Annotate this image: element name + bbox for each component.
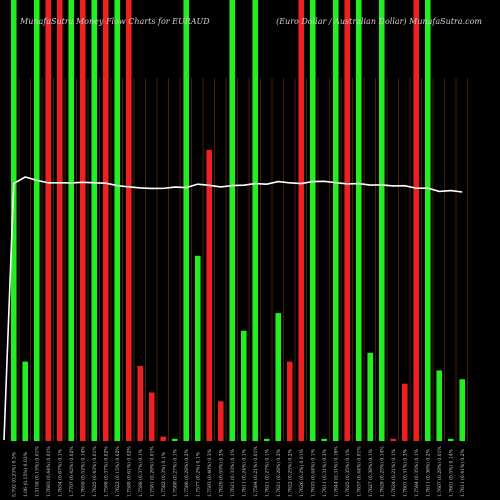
flow-bar [401, 383, 408, 441]
x-tick-label: 1.7625 (0.35%) 0.1% [344, 448, 351, 497]
flow-bar [33, 0, 40, 441]
x-tick-label: 1.7593 (0.40%) 0.3% [206, 448, 213, 497]
x-tick-label: 1.7683 (0.44%) 0.01% [45, 446, 52, 497]
flow-bar [298, 0, 305, 441]
flow-bar [10, 0, 17, 441]
x-tick-label: 1.7611 (0.24%) 0.1% [240, 448, 247, 497]
x-tick-label: 1.7621 (0.33%) 0.1% [229, 448, 236, 497]
flow-bar [286, 361, 293, 441]
chart-title: MunafaSutra Money Flow Charts for EURAUD [19, 17, 210, 26]
x-tick-label: 1.7584 (0.21%) 0.01% [252, 446, 259, 497]
flow-bar [390, 438, 397, 441]
flow-bar [79, 0, 86, 441]
flow-bar [321, 438, 328, 441]
x-tick-label: 1.7637 (0.44%) 0.01% [355, 446, 362, 497]
x-tick-label: 1.7633 (0.44%) 0.1% [309, 448, 316, 497]
x-tick-label: 1.7628 (0.25%) 0.14% [378, 446, 385, 497]
x-tick-label: 1.7581 (0.29%) 0.01% [148, 446, 155, 497]
x-tick-label: 1.7622 (0.25%) 0.2% [286, 448, 293, 497]
flow-bar [137, 366, 144, 441]
flow-bar [171, 438, 178, 441]
x-tick-label: 1.7601 (0.31%) 0.3% [401, 448, 408, 497]
x-tick-label: 1.7626 (0.2%) 0.01% [298, 448, 305, 497]
x-tick-label: 1.7588 (0.37%) 0.1% [137, 448, 144, 497]
x-tick-label: 1.7598 (0.37%) 0.02% [102, 446, 109, 497]
flow-bar [424, 0, 431, 441]
flow-bar [148, 392, 155, 441]
flow-bar [240, 330, 247, 441]
chart-subtitle: (Euro Dollar / Australian Dollar) Munafa… [276, 17, 482, 26]
x-tick-label: 1.7621 (0.27%) 0.1% [263, 448, 270, 497]
x-tick-label: 1.7584 (0.35%) 0.1% [413, 448, 420, 497]
x-tick-label: 1.7634 (0.67%) 0.1% [56, 448, 63, 497]
flow-bar [217, 401, 224, 441]
x-tick-label: 1.7611 (0.41%) 0.2% [459, 448, 466, 497]
flow-bar [263, 438, 270, 441]
x-tick-label: 1.7627 (0.38%) 0.1% [367, 448, 374, 497]
flow-bar [206, 149, 213, 441]
flow-bar [378, 0, 385, 441]
flow-bar [252, 0, 259, 441]
flow-bar [56, 0, 63, 441]
flow-bar [22, 361, 29, 441]
flow-bar [309, 0, 316, 441]
x-tick-label: 1.7582 (0.3%) 0.1% [160, 451, 167, 497]
x-tick-label: 1.7588 (0.27%) 0.1% [171, 448, 178, 497]
flow-bar [160, 436, 167, 441]
price-line [3, 176, 463, 441]
flow-bar [114, 0, 121, 441]
x-tick-label: 1.7622 (0.15%) 0.02% [114, 446, 121, 497]
flow-bar [436, 370, 443, 441]
x-tick-label: 1.7588 (0.61%) 0.02% [125, 446, 132, 497]
x-tick-label: 1.3158 (0.15%) 0.01% [33, 446, 40, 497]
x-tick-label: 1.7659 (0.52%) 0.14% [79, 446, 86, 497]
x-tick-label: 1.7621 (0.28%) 0.3% [275, 448, 282, 497]
x-tick-label: 1.7586 (0.29%) 0.2% [183, 448, 190, 497]
flow-bar [91, 0, 98, 441]
flow-bar [447, 438, 454, 441]
flow-bar [459, 379, 466, 441]
flow-bar [194, 255, 201, 441]
flow-bar [45, 0, 52, 441]
x-tick-label: 1.06 (0.15%) 0.02% [22, 451, 29, 497]
x-tick-label: 1.7629 (0.55%) 0.3% [217, 448, 224, 497]
flow-bar [413, 0, 420, 441]
flow-bar [355, 0, 362, 441]
flow-bar [275, 313, 282, 441]
x-tick-label: 1.7707 (0.42%) 0.02% [68, 446, 75, 497]
x-tick-label: 1.7624 (0.21%) 0.1% [390, 448, 397, 497]
x-tick-label: 1.7577 (0.2%) 0.1% [194, 451, 201, 497]
flow-bar [183, 0, 190, 441]
x-tick-label: 1.7611 (0.36%) 0.2% [424, 448, 431, 497]
flow-bar [125, 0, 132, 441]
x-tick-label: 5.792 (0.23%) 0.3% [10, 451, 17, 497]
x-tick-label: 1.7625 (0.43%) 0.01% [91, 446, 98, 497]
flow-bar [344, 0, 351, 441]
flow-bar [367, 352, 374, 441]
flow-bar [102, 0, 109, 441]
flow-bar [332, 0, 339, 441]
x-tick-label: 1.7644 (0.31%) 0.16% [332, 446, 339, 497]
x-tick-label: 1.7607 (0.28%) 0.01% [436, 446, 443, 497]
flow-bar [229, 0, 236, 441]
x-tick-label: 1.7601 (0.5%) 0.14% [447, 448, 454, 497]
x-tick-label: 1.7611 (0.31%) 0.3% [321, 448, 328, 497]
flow-bar [68, 0, 75, 441]
